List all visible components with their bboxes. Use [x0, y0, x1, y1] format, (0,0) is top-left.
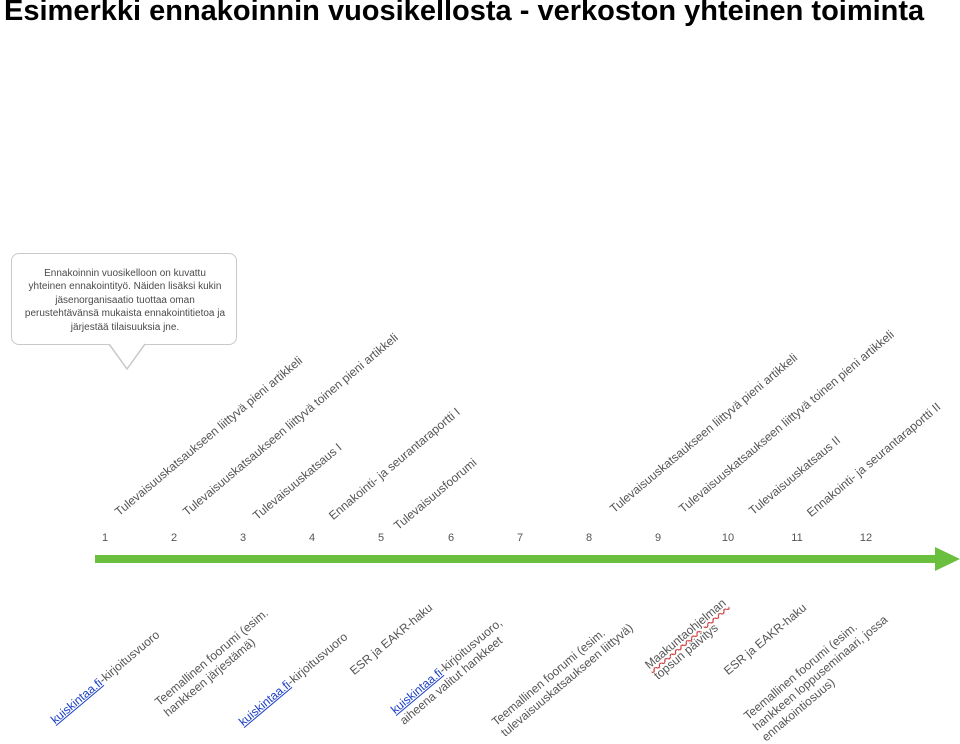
kuiskintaa-link[interactable]: kuiskintaa.fi [236, 678, 293, 729]
top-event-5: Tulevaisuusfoorumi [391, 455, 479, 532]
page-title: Esimerkki ennakoinnin vuosikellosta - ve… [4, 0, 954, 28]
bottom-event-1: kuiskintaa.fi-kirjoitusvuoro [48, 628, 162, 727]
month-label: 11 [787, 532, 807, 544]
bottom-event-line: Teemallinen foorumi (esim. [152, 606, 271, 709]
month-label: 2 [164, 532, 184, 544]
timeline-arrow [95, 546, 960, 572]
top-event-text: Tulevaisuusfoorumi [391, 455, 479, 532]
top-event-text: Ennakointi- ja seurantaraportti II [804, 400, 943, 520]
month-label: 1 [95, 532, 115, 544]
bottom-event-line: tulevaisuuskatsaukseen liittyvä) [498, 621, 636, 740]
month-label: 3 [233, 532, 253, 544]
callout-tail [108, 343, 148, 371]
bottom-event-text: -kirjoitusvuoro [284, 630, 350, 689]
callout-line: järjestää tilaisuuksia jne. [14, 321, 236, 334]
callout-line: Ennakoinnin vuosikelloon on kuvattu [14, 267, 236, 280]
callout-box: Ennakoinnin vuosikelloon on kuvattu yhte… [11, 253, 237, 345]
month-label: 6 [441, 532, 461, 544]
month-label: 9 [648, 532, 668, 544]
callout-line: perustehtävänsä mukaista ennakointitieto… [14, 307, 236, 320]
month-label: 8 [579, 532, 599, 544]
bottom-event-line: Teemallinen foorumi (esim. [489, 610, 627, 729]
month-label: 12 [856, 532, 876, 544]
bottom-event-6: Teemallinen foorumi (esim. tulevaisuuska… [489, 610, 636, 739]
month-label: 5 [371, 532, 391, 544]
top-event-4: Ennakointi- ja seurantaraportti I [326, 405, 463, 523]
bottom-event-text: -kirjoitusvuoro [96, 628, 162, 687]
bottom-event-9: Teemallinen foorumi (esim. hankkeen lopp… [741, 602, 899, 744]
kuiskintaa-link[interactable]: kuiskintaa.fi [48, 676, 105, 727]
top-event-9: Ennakointi- ja seurantaraportti II [804, 400, 943, 520]
month-label: 4 [302, 532, 322, 544]
bottom-event-4: ESR ja EAKR-haku [347, 601, 435, 678]
callout-line: yhteinen ennakointityö. Näiden lisäksi k… [14, 280, 236, 293]
bottom-event-text: ESR ja EAKR-haku [347, 601, 435, 678]
month-label: 7 [510, 532, 530, 544]
callout-line: jäsenorganisaatio tuottaa oman [14, 294, 236, 307]
top-event-text: Ennakointi- ja seurantaraportti I [326, 405, 463, 523]
callout-text: Ennakoinnin vuosikelloon on kuvattu yhte… [14, 267, 236, 334]
month-label: 10 [718, 532, 738, 544]
